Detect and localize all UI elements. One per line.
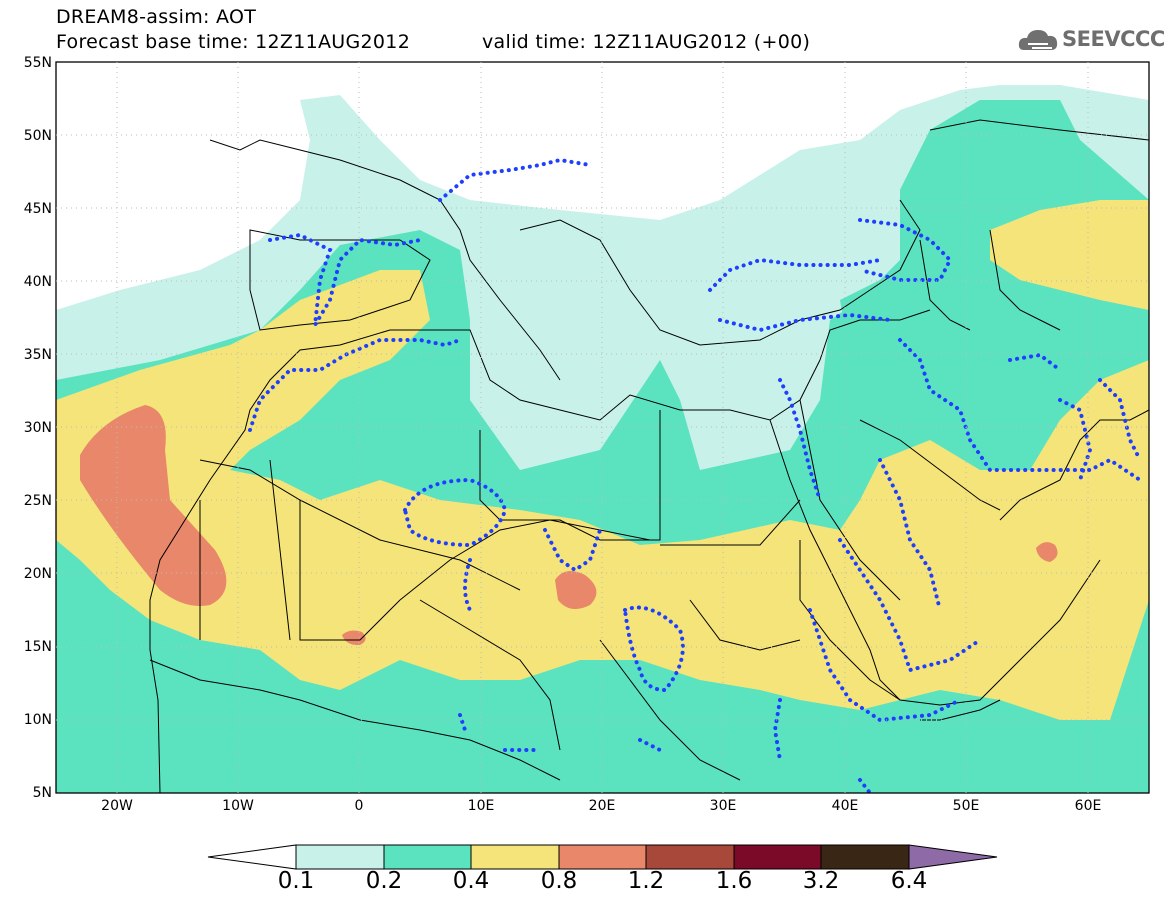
colorbar-label: 0.2 bbox=[365, 868, 403, 894]
lon-label: 0 bbox=[354, 798, 364, 814]
lon-label: 10W bbox=[222, 798, 254, 814]
colorbar-label: 1.6 bbox=[715, 868, 753, 894]
colorbar-label: 0.8 bbox=[540, 868, 578, 894]
lat-label: 45N bbox=[23, 201, 52, 217]
lat-label: 20N bbox=[23, 566, 52, 582]
coastlines bbox=[149, 119, 1149, 793]
colorbar-label: 6.4 bbox=[890, 868, 928, 894]
logo-text: SEEVCCC bbox=[1062, 27, 1165, 51]
lon-label: 30E bbox=[709, 798, 737, 814]
lat-label: 10N bbox=[23, 712, 52, 728]
grid-lines bbox=[56, 62, 1149, 793]
colorbar-label: 1.2 bbox=[627, 868, 665, 894]
aot-level-0.4 bbox=[56, 200, 1149, 720]
colorbar-label: 3.2 bbox=[802, 868, 840, 894]
lat-label: 40N bbox=[23, 274, 52, 290]
lon-label: 20E bbox=[588, 798, 616, 814]
lon-label: 10E bbox=[467, 798, 495, 814]
lon-label: 50E bbox=[952, 798, 980, 814]
lat-label: 55N bbox=[23, 55, 52, 71]
lat-label: 50N bbox=[23, 128, 52, 144]
map-title: DREAM8-assim: AOT bbox=[56, 6, 257, 28]
lat-label: 30N bbox=[23, 420, 52, 436]
colorbar-label: 0.4 bbox=[452, 868, 490, 894]
valid-time: valid time: 12Z11AUG2012 (+00) bbox=[482, 31, 811, 53]
lon-label: 40E bbox=[831, 798, 859, 814]
forecast-base-time: Forecast base time: 12Z11AUG2012 bbox=[56, 31, 411, 53]
lat-label: 15N bbox=[23, 639, 52, 655]
dotted-contours bbox=[248, 157, 1142, 793]
aot-level-0.8 bbox=[80, 405, 1058, 646]
colorbar-label: 0.1 bbox=[277, 868, 315, 894]
lon-label: 60E bbox=[1074, 798, 1102, 814]
lat-label: 25N bbox=[23, 493, 52, 509]
lat-label: 5N bbox=[32, 785, 52, 801]
lat-label: 35N bbox=[23, 347, 52, 363]
lon-label: 20W bbox=[101, 798, 133, 814]
cloud-icon bbox=[1018, 30, 1058, 50]
